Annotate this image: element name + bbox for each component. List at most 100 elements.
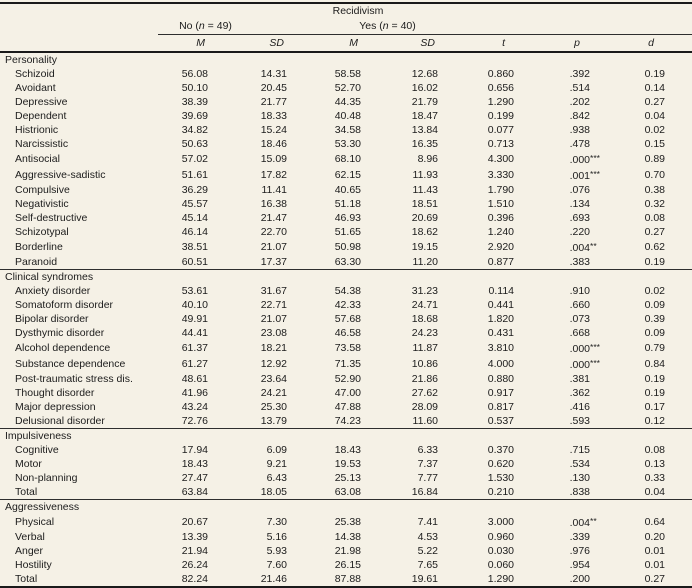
cell-mean-yes: 62.15 [287, 167, 361, 183]
cell-t: 0.396 [438, 211, 514, 225]
cell-p-value: .073 [569, 313, 591, 325]
cell-mean-no-value: 63.84 [181, 486, 208, 498]
cell-mean-yes-value: 18.43 [334, 444, 361, 456]
cell-sd-yes-value: 24.71 [411, 299, 439, 311]
cell-mean-yes: 51.18 [287, 197, 361, 211]
cell-p: .392 [514, 67, 590, 81]
table-row: Total 82.24 21.46 87.88 19.61 1.290 .200 0.27 [0, 572, 692, 587]
cell-sd-no-value: 9.21 [266, 458, 287, 470]
cell-d-value: 0.27 [644, 96, 666, 108]
cell-d: 0.02 [590, 123, 692, 137]
cell-mean-no: 43.24 [158, 400, 208, 414]
row-label: Non-planning [15, 472, 78, 484]
cell-p-value: .976 [569, 545, 591, 557]
header-spacer [0, 34, 158, 53]
cell-sd-yes-value: 11.60 [412, 415, 439, 427]
cell-sd-no-value: 12.92 [260, 358, 287, 370]
cell-mean-no: 45.14 [158, 211, 208, 225]
table-row: Physical 20.67 7.30 25.38 7.41 3.000 .004** 0.6… [0, 514, 692, 530]
cell-mean-no: 82.24 [158, 572, 208, 587]
cell-d-value: 0.01 [644, 559, 666, 571]
cell-mean-yes: 14.38 [287, 530, 361, 544]
cell-mean-yes: 53.30 [287, 137, 361, 151]
cell-p: .381 [514, 372, 590, 386]
cell-sd-no: 6.43 [208, 471, 287, 485]
cell-mean-yes: 52.70 [287, 81, 361, 95]
cell-d-value: 0.62 [644, 241, 666, 253]
cell-t: 0.060 [438, 558, 514, 572]
cell-sd-no: 7.30 [208, 514, 287, 530]
cell-p: .004** [569, 516, 597, 529]
cell-d: 0.09 [590, 298, 692, 312]
cell-t-value: 3.000 [487, 516, 515, 528]
cell-d: 0.15 [590, 137, 692, 151]
cell-mean-yes-value: 54.38 [334, 285, 361, 297]
cell-t-value: 0.077 [487, 124, 515, 136]
cell-p-value: .339 [569, 531, 591, 543]
cell-sd-yes-value: 24.23 [411, 327, 439, 339]
cell-mean-yes-value: 51.65 [334, 226, 361, 238]
cell-sd-no-value: 17.37 [260, 256, 287, 268]
cell-mean-yes: 40.48 [287, 109, 361, 123]
table-title: Recidivism [332, 5, 384, 17]
cell-sd-no: 15.24 [208, 123, 287, 137]
cell-p: .073 [514, 312, 590, 326]
cell-mean-yes-value: 87.88 [334, 573, 361, 585]
cell-mean-yes: 19.53 [287, 457, 361, 471]
cell-sd-no: 21.47 [208, 211, 287, 225]
column-header-sd-yes: SD [361, 34, 439, 53]
column-header-sd-no: SD [208, 34, 287, 53]
cell-mean-yes-value: 34.58 [334, 124, 361, 136]
cell-d: 0.08 [590, 443, 692, 457]
cell-mean-yes: 63.08 [287, 485, 361, 500]
row-label: Depressive [15, 96, 68, 108]
cell-sd-no: 13.79 [208, 414, 287, 429]
cell-mean-no: 38.51 [158, 239, 208, 255]
cell-t: 0.877 [438, 255, 514, 270]
cell-p: .001*** [569, 169, 600, 182]
cell-mean-yes-value: 58.58 [334, 68, 361, 80]
cell-p: .910 [514, 284, 590, 298]
cell-p-value: .668 [569, 327, 591, 339]
cell-p-value: .130 [569, 472, 591, 484]
cell-p-value: .381 [569, 373, 591, 385]
cell-t: 0.370 [438, 443, 514, 457]
header-spacer [438, 3, 692, 19]
cell-sd-yes: 7.41 [361, 514, 438, 530]
cell-sd-yes-value: 11.93 [412, 169, 439, 181]
cell-sd-yes: 18.47 [361, 109, 438, 123]
cell-t-value: 0.060 [487, 559, 515, 571]
cell-mean-no-value: 38.39 [181, 96, 208, 108]
cell-mean-yes: 25.38 [287, 514, 361, 530]
table-row: Non-planning 27.47 6.43 25.13 7.77 1.530 .130 0… [0, 471, 692, 485]
cell-sd-no-value: 16.38 [260, 198, 287, 210]
table-row: Compulsive 36.29 11.41 40.65 11.43 1.790 .076 0… [0, 183, 692, 197]
cell-d: 0.38 [590, 183, 692, 197]
column-header-mean-yes: M [287, 34, 361, 53]
cell-sd-yes: 11.60 [361, 414, 439, 429]
cell-mean-no: 48.61 [158, 372, 208, 386]
cell-sd-yes-value: 16.84 [411, 486, 439, 498]
cell-mean-yes-value: 25.13 [334, 472, 361, 484]
cell-t-value: 1.530 [487, 472, 515, 484]
row-label: Major depression [15, 401, 96, 413]
cell-d: 0.62 [590, 239, 692, 255]
table-row: Cognitive 17.94 6.09 18.43 6.33 0.370 .715 0.08 [0, 443, 692, 457]
cell-mean-no-value: 46.14 [181, 226, 208, 238]
row-label: Physical [15, 516, 55, 528]
cell-sd-no-value: 5.16 [266, 531, 287, 543]
cell-mean-no: 45.57 [158, 197, 208, 211]
cell-mean-no: 63.84 [158, 485, 208, 500]
cell-mean-no-value: 50.10 [181, 82, 208, 94]
row-label: Total [15, 486, 38, 498]
cell-t: 0.431 [438, 326, 514, 340]
cell-d-value: 0.89 [644, 153, 666, 165]
cell-sd-no: 20.45 [208, 81, 287, 95]
cell-mean-no-value: 26.24 [181, 559, 208, 571]
cell-sd-no-value: 15.09 [260, 153, 287, 165]
cell-d: 0.32 [590, 197, 692, 211]
cell-sd-no: 7.60 [208, 558, 287, 572]
cell-p: .660 [514, 298, 590, 312]
cell-d-value: 0.70 [644, 169, 666, 181]
